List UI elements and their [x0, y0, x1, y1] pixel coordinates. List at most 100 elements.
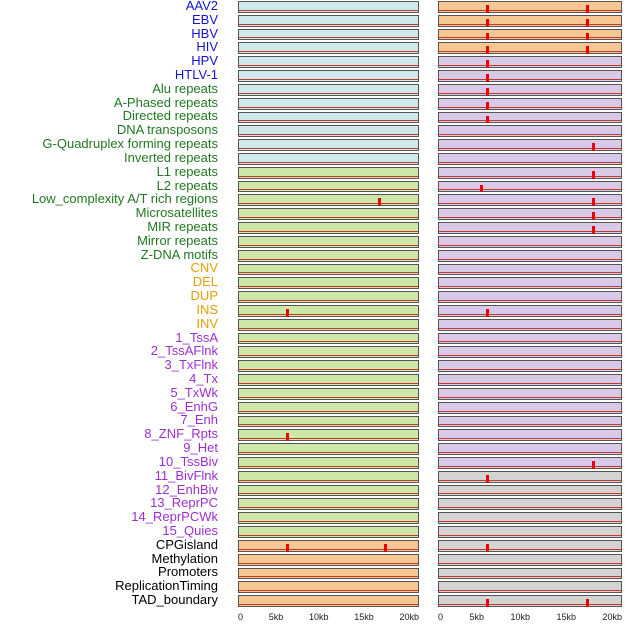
- left-track-20[interactable]: [224, 276, 420, 290]
- left-track-32[interactable]: [224, 442, 420, 456]
- right-track-36[interactable]: [424, 497, 623, 511]
- left-track-37[interactable]: [224, 511, 420, 525]
- right-track-35[interactable]: [424, 484, 623, 498]
- left-track-26[interactable]: [224, 359, 420, 373]
- track-label-27: 4_Tx: [0, 372, 218, 385]
- track-label-42: ReplicationTiming: [0, 579, 218, 592]
- left-track-29[interactable]: [224, 401, 420, 415]
- left-track-9[interactable]: [224, 124, 420, 138]
- track-label-36: 13_ReprPC: [0, 496, 218, 509]
- left-track-36[interactable]: [224, 497, 420, 511]
- right-track-2[interactable]: [424, 28, 623, 42]
- left-track-17[interactable]: [224, 235, 420, 249]
- left-track-1[interactable]: [224, 14, 420, 28]
- right-peak-marker: [486, 88, 489, 96]
- right-track-16[interactable]: [424, 221, 623, 235]
- right-track-19[interactable]: [424, 263, 623, 277]
- left-track-19[interactable]: [224, 263, 420, 277]
- right-track-10[interactable]: [424, 138, 623, 152]
- left-track-7[interactable]: [224, 97, 420, 111]
- right-track-31[interactable]: [424, 428, 623, 442]
- left-track-30[interactable]: [224, 415, 420, 429]
- right-track-3[interactable]: [424, 41, 623, 55]
- right-yaxis-ticks-27: [424, 373, 438, 387]
- left-track-21[interactable]: [224, 290, 420, 304]
- left-track-12[interactable]: [224, 166, 420, 180]
- right-track-5[interactable]: [424, 69, 623, 83]
- left-track-2[interactable]: [224, 28, 420, 42]
- left-track-15[interactable]: [224, 207, 420, 221]
- left-track-3[interactable]: [224, 41, 420, 55]
- left-track-40[interactable]: [224, 553, 420, 567]
- left-yaxis-ticks-34: [224, 470, 238, 484]
- left-track-14[interactable]: [224, 193, 420, 207]
- left-track-33[interactable]: [224, 456, 420, 470]
- left-track-11[interactable]: [224, 152, 420, 166]
- right-track-29[interactable]: [424, 401, 623, 415]
- right-track-22[interactable]: [424, 304, 623, 318]
- left-track-4[interactable]: [224, 55, 420, 69]
- right-track-27[interactable]: [424, 373, 623, 387]
- right-track-23[interactable]: [424, 318, 623, 332]
- right-track-30[interactable]: [424, 415, 623, 429]
- right-track-39[interactable]: [424, 539, 623, 553]
- right-track-7[interactable]: [424, 97, 623, 111]
- right-track-12[interactable]: [424, 166, 623, 180]
- left-track-24[interactable]: [224, 332, 420, 346]
- right-track-24[interactable]: [424, 332, 623, 346]
- right-track-34[interactable]: [424, 470, 623, 484]
- right-track-0[interactable]: [424, 0, 623, 14]
- left-track-23[interactable]: [224, 318, 420, 332]
- right-track-25[interactable]: [424, 345, 623, 359]
- left-track-31[interactable]: [224, 428, 420, 442]
- left-track-22[interactable]: [224, 304, 420, 318]
- left-track-25[interactable]: [224, 345, 420, 359]
- left-yaxis-ticks-8: [224, 111, 238, 125]
- right-track-41[interactable]: [424, 567, 623, 581]
- right-track-43[interactable]: 0 5kb 10kb 15kb 20kb: [424, 594, 623, 608]
- right-track-32[interactable]: [424, 442, 623, 456]
- right-track-26[interactable]: [424, 359, 623, 373]
- left-track-34[interactable]: [224, 470, 420, 484]
- left-track-18[interactable]: [224, 249, 420, 263]
- right-track-11[interactable]: [424, 152, 623, 166]
- right-track-37[interactable]: [424, 511, 623, 525]
- left-track-28[interactable]: [224, 387, 420, 401]
- track-label-32: 9_Het: [0, 441, 218, 454]
- left-track-10[interactable]: [224, 138, 420, 152]
- left-track-38[interactable]: [224, 525, 420, 539]
- right-track-42[interactable]: [424, 580, 623, 594]
- right-track-21[interactable]: [424, 290, 623, 304]
- right-track-13[interactable]: [424, 180, 623, 194]
- left-track-39[interactable]: [224, 539, 420, 553]
- right-yaxis-ticks-37: [424, 511, 438, 525]
- left-track-42[interactable]: [224, 580, 420, 594]
- left-track-43[interactable]: 0 5kb 10kb 15kb 20kb: [224, 594, 420, 608]
- left-track-35[interactable]: [224, 484, 420, 498]
- track-label-40: Methylation: [0, 552, 218, 565]
- track-label-20: DEL: [0, 275, 218, 288]
- left-track-41[interactable]: [224, 567, 420, 581]
- right-track-8[interactable]: [424, 111, 623, 125]
- left-track-6[interactable]: [224, 83, 420, 97]
- left-track-13[interactable]: [224, 180, 420, 194]
- right-track-4[interactable]: [424, 55, 623, 69]
- right-track-18[interactable]: [424, 249, 623, 263]
- right-track-38[interactable]: [424, 525, 623, 539]
- left-track-0[interactable]: [224, 0, 420, 14]
- left-track-8[interactable]: [224, 111, 420, 125]
- right-track-40[interactable]: [424, 553, 623, 567]
- right-track-1[interactable]: [424, 14, 623, 28]
- right-track-17[interactable]: [424, 235, 623, 249]
- left-track-16[interactable]: [224, 221, 420, 235]
- right-track-14[interactable]: [424, 193, 623, 207]
- right-track-20[interactable]: [424, 276, 623, 290]
- left-yaxis-ticks-1: [224, 14, 238, 28]
- right-track-15[interactable]: [424, 207, 623, 221]
- left-track-5[interactable]: [224, 69, 420, 83]
- right-track-28[interactable]: [424, 387, 623, 401]
- right-track-9[interactable]: [424, 124, 623, 138]
- right-track-33[interactable]: [424, 456, 623, 470]
- right-track-6[interactable]: [424, 83, 623, 97]
- left-track-27[interactable]: [224, 373, 420, 387]
